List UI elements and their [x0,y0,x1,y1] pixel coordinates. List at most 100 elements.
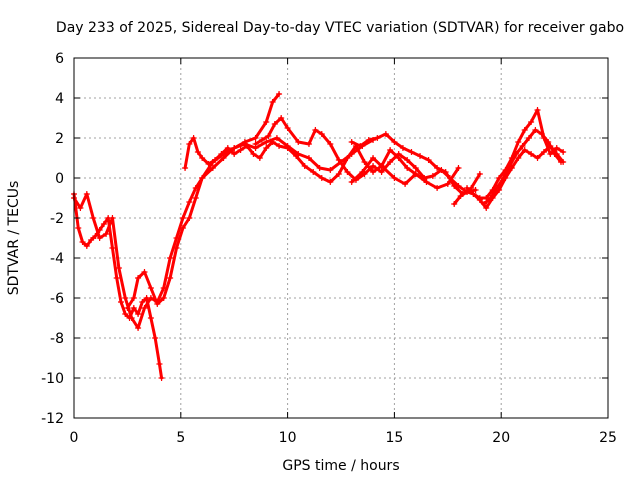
y-tick-label: -12 [41,411,64,427]
data-point [487,195,494,201]
data-point [402,181,409,187]
data-point [528,151,535,157]
data-point [344,155,351,161]
series-track-5 [252,115,479,195]
data-point [451,183,458,189]
data-point [186,215,193,221]
data-point [387,159,394,165]
data-point [538,131,545,137]
data-point [483,205,490,211]
data-point [493,185,500,191]
data-point [404,165,411,171]
y-tick-label: -8 [50,331,64,347]
data-point [391,175,398,181]
data-point [269,99,276,105]
data-point [284,125,291,131]
data-point [276,91,283,97]
data-point [429,173,436,179]
data-point [481,201,488,207]
data-point [263,139,270,145]
data-point [237,147,244,153]
x-tick-label: 25 [599,430,617,446]
data-point [417,153,424,159]
data-point [528,119,535,125]
x-tick-label: 20 [492,430,510,446]
data-point [434,165,441,171]
data-point [160,295,167,301]
data-point [423,179,430,185]
data-point [293,153,300,159]
data-point [135,311,142,317]
data-point [521,147,528,153]
data-point [199,155,206,161]
x-axis-label: GPS time / hours [282,458,399,474]
data-point [252,135,259,141]
data-point [344,169,351,175]
data-point [455,165,462,171]
data-point [534,155,541,161]
data-point [391,139,398,145]
data-point [408,149,415,155]
series-line [465,108,565,200]
series-line [72,192,164,380]
data-point [412,171,419,177]
data-point [519,143,526,149]
data-point [252,141,259,147]
data-point [269,139,276,145]
data-point [476,195,483,201]
data-point [545,139,552,145]
data-point [130,305,137,311]
data-point [244,143,251,149]
series-track-6 [348,131,483,197]
x-tick-label: 15 [385,430,403,446]
data-point [83,191,90,197]
data-point [361,159,368,165]
data-point [318,175,325,181]
data-point [167,275,174,281]
data-point [179,215,186,221]
chart-title: Day 233 of 2025, Sidereal Day-to-day VTE… [56,20,624,36]
data-point [186,199,193,205]
data-point [173,245,180,251]
data-point [147,315,154,321]
data-point [186,141,193,147]
data-point [399,145,406,151]
data-point [113,275,120,281]
data-point [348,139,355,145]
y-tick-label: -10 [41,371,64,387]
y-tick-label: 0 [55,171,64,187]
grid-lines [74,58,608,418]
data-point [199,175,206,181]
data-point [301,163,308,169]
data-point [182,165,189,171]
data-point [167,255,174,261]
data-point [365,137,372,143]
data-point [194,149,201,155]
data-point [79,239,86,245]
x-tick-label: 5 [176,430,185,446]
data-point [141,305,148,311]
x-tick-label: 10 [279,430,297,446]
data-point [532,127,539,133]
series-line [350,132,482,196]
data-point [130,295,137,301]
data-point [442,169,449,175]
data-point [357,143,364,149]
data-point [211,157,218,163]
data-point [158,375,165,381]
data-point [295,139,302,145]
data-point [117,299,124,305]
data-point [412,165,419,171]
data-point [348,179,355,185]
data-point [327,141,334,147]
data-point [128,315,135,321]
data-point [135,325,142,331]
data-point [209,165,216,171]
data-point [147,295,154,301]
plot-frame [73,57,609,419]
series-track-7 [348,155,462,191]
data-point [263,119,270,125]
data-point [434,185,441,191]
data-point [231,151,238,157]
data-point [96,235,103,241]
